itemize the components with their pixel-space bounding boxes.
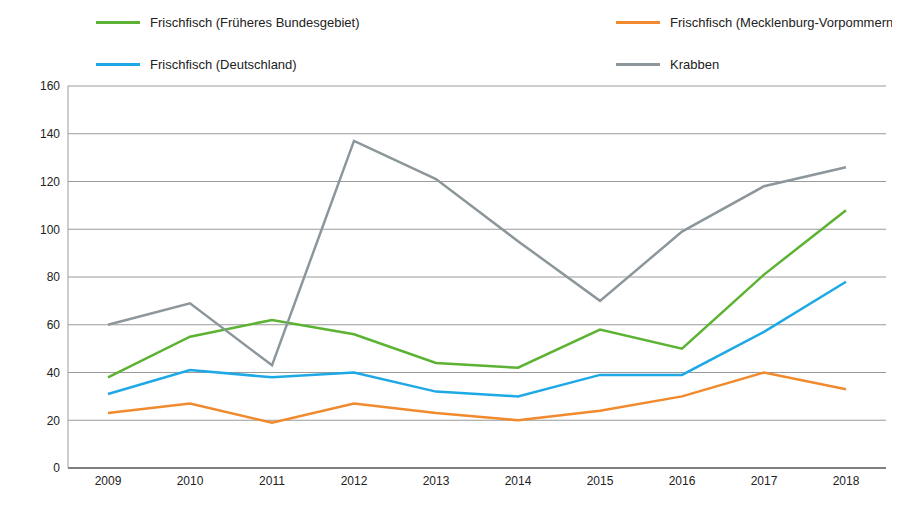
html-text:Frischfisch (Mecklenburg-Vorpo: Frischfisch (Mecklenburg-Vorpommern) <box>670 14 898 30</box>
svg-text:2017: 2017 <box>751 474 778 488</box>
svg-text:40: 40 <box>47 366 61 380</box>
svg-text:2013: 2013 <box>423 474 450 488</box>
svg-text:2009: 2009 <box>95 474 122 488</box>
svg-text:2012: 2012 <box>341 474 368 488</box>
svg-text:0: 0 <box>53 461 60 475</box>
html-text:Krabben: Krabben <box>670 56 720 72</box>
html-text:Frischfisch (Deutschland): Frischfisch (Deutschland) <box>150 56 297 72</box>
svg-text:120: 120 <box>40 175 60 189</box>
svg-text:100: 100 <box>40 223 60 237</box>
svg-text:60: 60 <box>47 318 61 332</box>
svg-text:2010: 2010 <box>177 474 204 488</box>
svg-text:2018: 2018 <box>833 474 860 488</box>
svg-text:160: 160 <box>40 79 60 93</box>
svg-text:2016: 2016 <box>669 474 696 488</box>
svg-text:2011: 2011 <box>259 474 285 488</box>
svg-text:2015: 2015 <box>587 474 614 488</box>
html-text:Frischfisch (Früheres Bundesge: Frischfisch (Früheres Bundesgebiet) <box>150 14 360 30</box>
svg-text:20: 20 <box>47 414 61 428</box>
svg-text:2014: 2014 <box>505 474 532 488</box>
svg-text:140: 140 <box>40 127 60 141</box>
svg-text:80: 80 <box>47 270 61 284</box>
